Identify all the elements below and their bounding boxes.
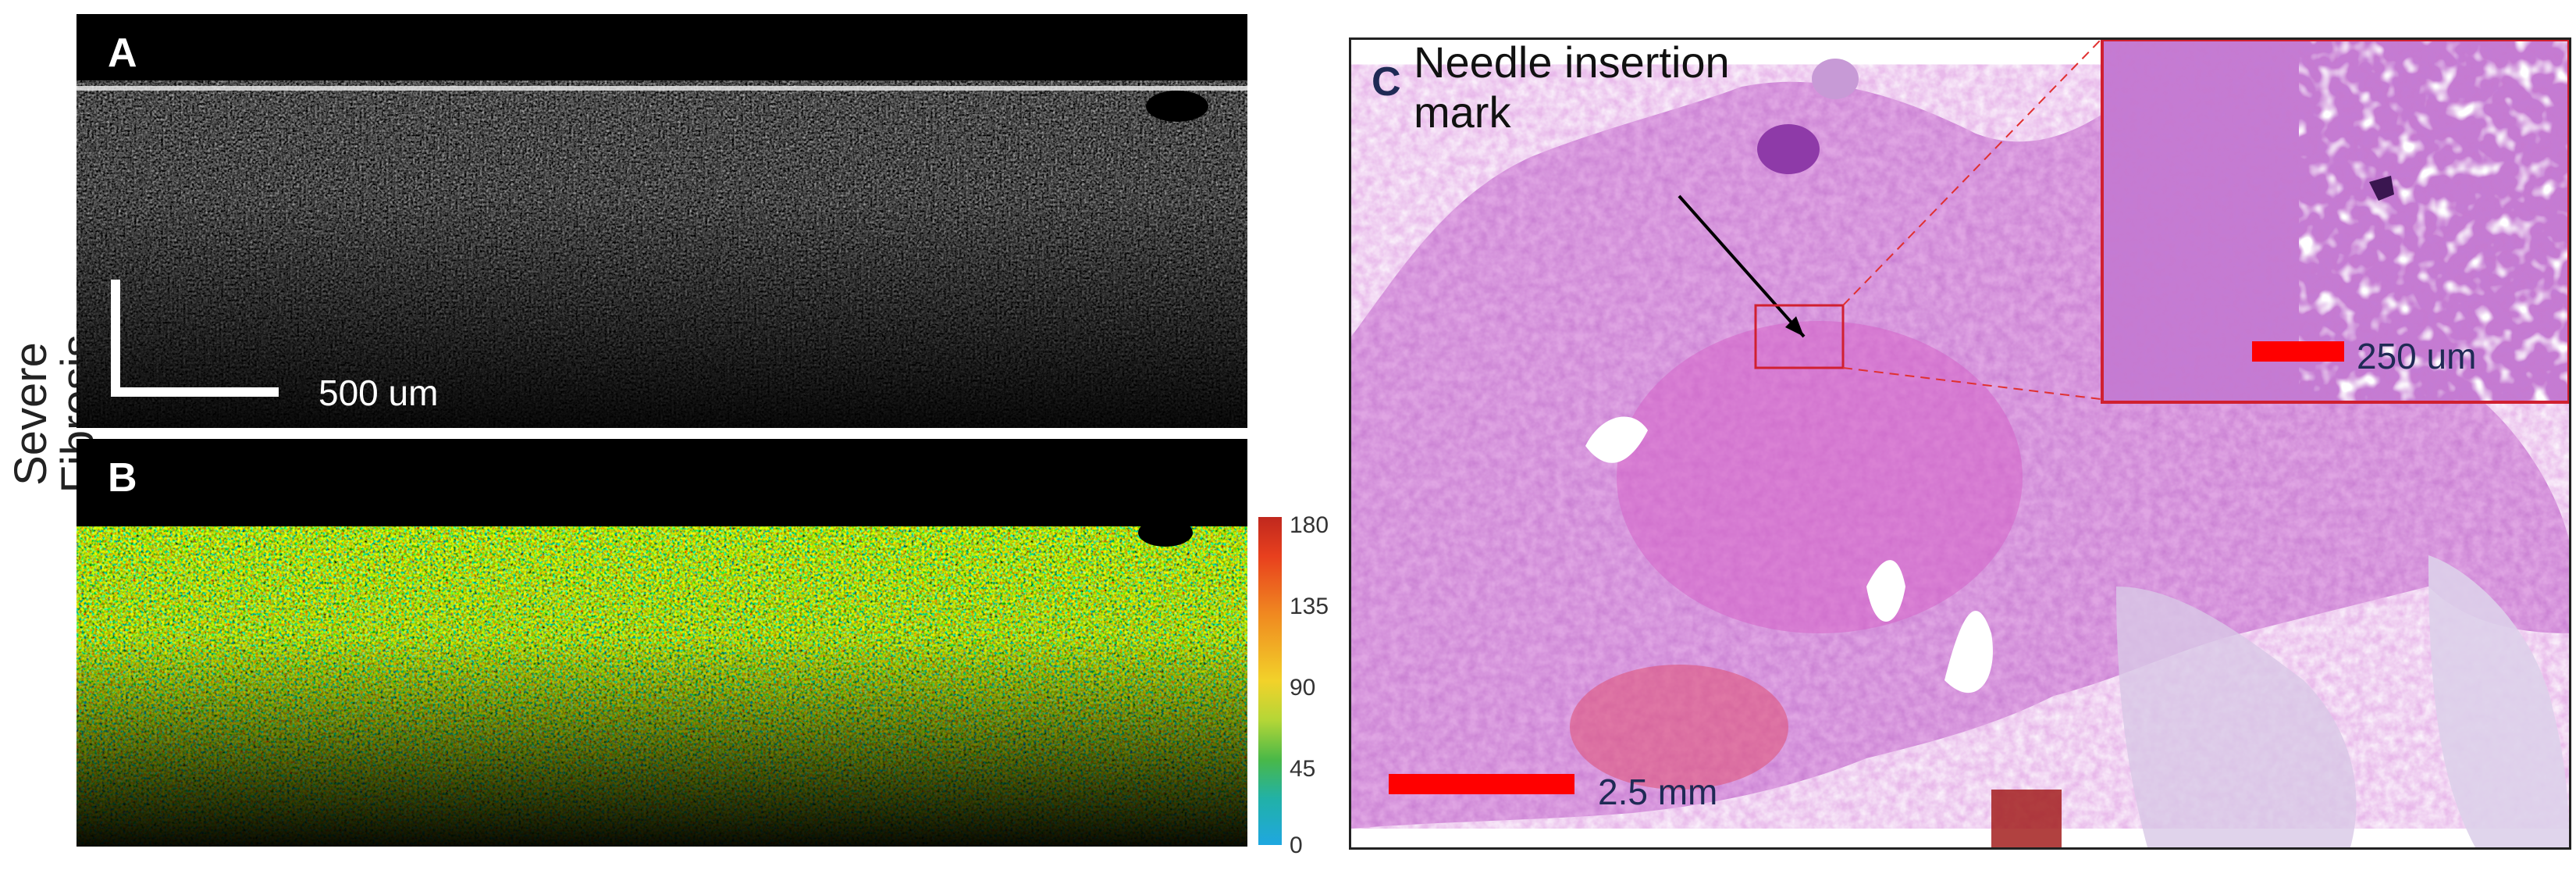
panel-a-oct-svg	[76, 14, 1247, 428]
row-label: Severe Fibrosis	[5, 334, 103, 493]
panel-b-image: B	[76, 439, 1247, 847]
panel-c-letter: C	[1372, 59, 1401, 105]
inset-histology-svg	[2104, 41, 2567, 401]
colorbar-tick-180: 180	[1290, 512, 1329, 538]
panel-a-scale-bar-vertical	[111, 280, 120, 397]
panel-b-oct-svg	[76, 439, 1247, 847]
needle-insertion-label-line2: mark	[1414, 87, 1511, 137]
needle-insertion-label-line1: Needle insertion	[1414, 37, 1730, 87]
colorbar-tick-0: 0	[1290, 833, 1303, 858]
panel-c-frame: C Needle insertion mark 2.5 mm 250 um	[1349, 37, 2571, 850]
colorbar	[1258, 517, 1282, 845]
panel-a-image: A 500 um	[76, 14, 1247, 428]
panel-a-letter: A	[108, 30, 137, 76]
colorbar-tick-135: 135	[1290, 594, 1329, 619]
colorbar-tick-45: 45	[1290, 756, 1316, 782]
panel-c-inset: 250 um	[2101, 40, 2569, 404]
panel-a-scale-label: 500 um	[318, 373, 439, 413]
panel-c-scale-label: 2.5 mm	[1598, 772, 1718, 812]
panel-a-scale-bar-horizontal	[111, 387, 279, 397]
colorbar-tick-90: 90	[1290, 675, 1316, 701]
inset-scale-label: 250 um	[2357, 336, 2477, 376]
panel-b-letter: B	[108, 455, 137, 501]
